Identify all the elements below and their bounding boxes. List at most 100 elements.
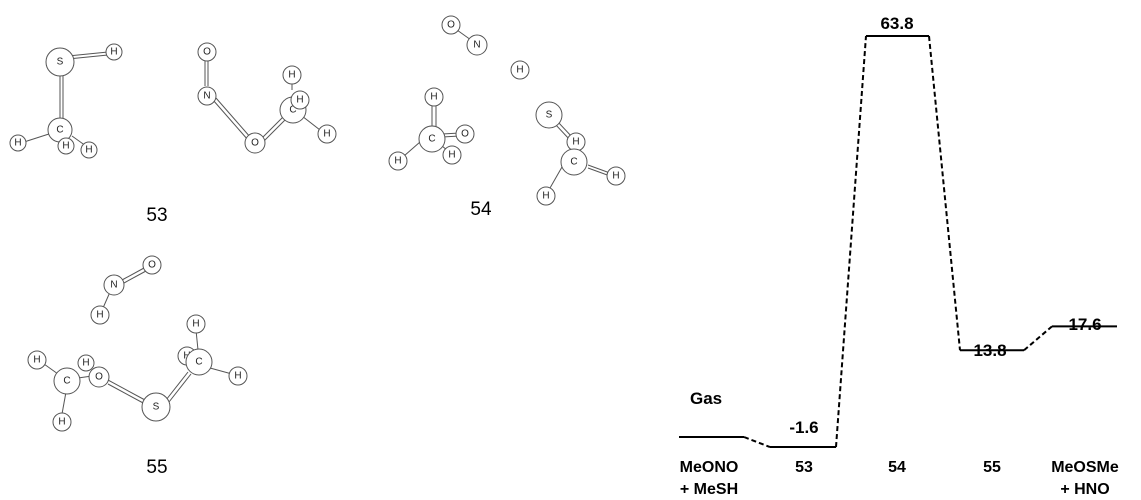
svg-text:H: H bbox=[192, 319, 199, 330]
bond-c-h-left bbox=[403, 141, 421, 157]
svg-text:C: C bbox=[195, 357, 202, 368]
svg-text:N: N bbox=[110, 280, 117, 291]
svg-text:H: H bbox=[448, 150, 455, 161]
bond-n-h bbox=[102, 291, 111, 309]
connector-3 bbox=[928, 35, 961, 351]
bond-o-n bbox=[456, 29, 472, 41]
bond-o-s bbox=[107, 379, 146, 401]
svg-text:S: S bbox=[546, 110, 553, 121]
svg-text:H: H bbox=[110, 47, 117, 58]
svg-text:O: O bbox=[461, 129, 469, 140]
svg-text:S: S bbox=[57, 57, 64, 68]
connector-1 bbox=[743, 436, 771, 448]
bond-s-h-double bbox=[67, 54, 109, 60]
state-label-54: 54 bbox=[888, 459, 906, 476]
svg-text:H: H bbox=[323, 129, 330, 140]
svg-text:H: H bbox=[296, 95, 303, 106]
energy-label-54: 63.8 bbox=[880, 14, 913, 33]
atom-h: H bbox=[57, 137, 75, 155]
atom-h: H bbox=[105, 43, 123, 61]
atom-h: H bbox=[317, 124, 337, 144]
phase-label: Gas bbox=[690, 389, 722, 408]
bond-n-o-double bbox=[215, 97, 252, 139]
svg-text:O: O bbox=[251, 138, 259, 149]
bond-h-c bbox=[43, 363, 59, 375]
structure-label-53: 53 bbox=[146, 205, 167, 226]
atom-h: H bbox=[27, 350, 47, 370]
svg-text:N: N bbox=[203, 91, 210, 102]
svg-text:H: H bbox=[82, 358, 89, 369]
energy-label-55: 13.8 bbox=[973, 341, 1006, 360]
svg-text:O: O bbox=[95, 372, 103, 383]
bond-c-h-right bbox=[209, 367, 233, 375]
atom-c: C bbox=[560, 148, 588, 176]
svg-text:C: C bbox=[570, 157, 577, 168]
svg-text:H: H bbox=[96, 310, 103, 321]
atom-n: N bbox=[466, 34, 488, 56]
atom-o: O bbox=[88, 366, 110, 388]
atom-h: H bbox=[90, 305, 110, 325]
svg-text:H: H bbox=[394, 156, 401, 167]
structure-55: O N H H H C O H S H H C H 55 bbox=[27, 255, 248, 478]
atom-h: H bbox=[388, 151, 408, 171]
svg-text:H: H bbox=[542, 191, 549, 202]
atom-o: O bbox=[142, 255, 162, 275]
atom-h: H bbox=[9, 134, 27, 152]
bond-c-h1 bbox=[23, 132, 53, 143]
svg-text:H: H bbox=[516, 65, 523, 76]
atom-h: H bbox=[424, 87, 444, 107]
bond-s-c bbox=[165, 371, 189, 401]
atom-s: S bbox=[535, 101, 563, 129]
connector-4 bbox=[1023, 325, 1053, 352]
svg-text:H: H bbox=[430, 92, 437, 103]
svg-text:O: O bbox=[447, 20, 455, 31]
state-label-reactants-line2: + MeSH bbox=[680, 481, 738, 498]
atom-h: H bbox=[290, 90, 310, 110]
bond-s-h bbox=[67, 51, 109, 57]
atom-s: S bbox=[45, 47, 75, 77]
svg-text:H: H bbox=[14, 138, 21, 149]
atom-c: C bbox=[418, 125, 446, 153]
state-label-55: 55 bbox=[983, 459, 1001, 476]
energy-levels bbox=[679, 35, 1117, 449]
energy-diagram: Gas -1.6 63.8 13.8 17.6 MeONO + MeSH 53 … bbox=[679, 14, 1119, 498]
svg-text:C: C bbox=[428, 134, 435, 145]
svg-text:C: C bbox=[56, 125, 63, 136]
structure-label-55: 55 bbox=[146, 457, 167, 478]
atom-h: H bbox=[186, 314, 206, 334]
atom-n: N bbox=[197, 86, 217, 106]
svg-text:C: C bbox=[63, 376, 70, 387]
state-label-products-line2: + HNO bbox=[1060, 481, 1109, 498]
atom-h: H bbox=[80, 141, 98, 159]
atom-o: O bbox=[197, 42, 217, 62]
bond-c-h-right2 bbox=[587, 164, 611, 174]
atom-h: H bbox=[52, 412, 72, 432]
svg-text:H: H bbox=[288, 70, 295, 81]
atom-h: H bbox=[282, 65, 302, 85]
bond-c-h-low bbox=[61, 391, 67, 415]
svg-text:H: H bbox=[85, 145, 92, 156]
bond-o-s-double bbox=[107, 383, 146, 405]
atom-h: H bbox=[606, 166, 626, 186]
bond-s-c-double bbox=[168, 373, 192, 403]
atom-c: C bbox=[53, 367, 81, 395]
atom-h: H bbox=[228, 366, 248, 386]
connector-2 bbox=[835, 35, 867, 448]
atom-s: S bbox=[141, 392, 171, 422]
structure-53: S H C H H H O N O C H H H 53 bbox=[9, 42, 337, 226]
structure-label-54: 54 bbox=[470, 199, 492, 220]
bond-s-h bbox=[554, 123, 571, 141]
structure-54: O N H H C O H H S H C H H 54 bbox=[388, 15, 626, 220]
svg-text:H: H bbox=[572, 137, 579, 148]
bond-c-h-right bbox=[301, 115, 321, 131]
svg-text:C: C bbox=[289, 105, 296, 116]
svg-text:S: S bbox=[153, 402, 160, 413]
atom-h: H bbox=[566, 132, 586, 152]
state-label-products: MeOSMe bbox=[1051, 459, 1119, 476]
bond-n-o-double bbox=[123, 270, 147, 284]
atom-n: N bbox=[103, 274, 125, 296]
atom-h: H bbox=[536, 186, 556, 206]
bond-n-o bbox=[121, 267, 145, 281]
energy-connectors bbox=[743, 35, 1053, 448]
